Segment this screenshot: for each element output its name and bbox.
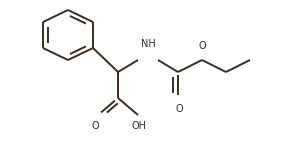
Text: O: O: [198, 41, 206, 51]
Text: OH: OH: [132, 121, 147, 131]
Text: O: O: [176, 104, 183, 114]
Text: O: O: [91, 121, 99, 131]
Text: NH: NH: [141, 39, 155, 49]
